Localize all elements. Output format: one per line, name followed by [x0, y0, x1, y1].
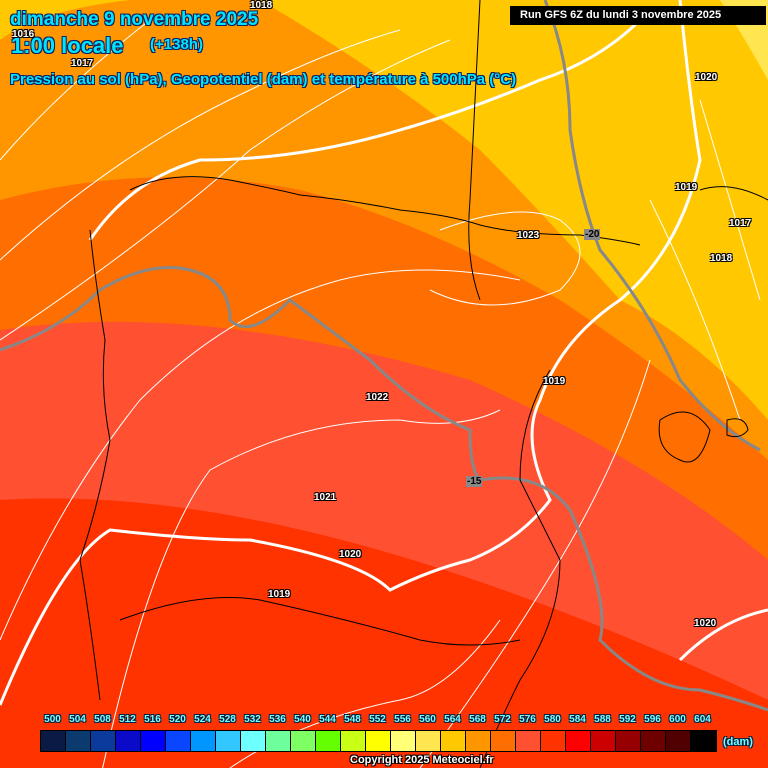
isobar-label: 1019 — [268, 589, 291, 600]
isobar-label: 1019 — [675, 182, 698, 193]
legend-tick-label: 540 — [294, 714, 311, 725]
legend-swatch — [66, 731, 91, 751]
band-580b — [180, 0, 768, 420]
legend-swatch — [316, 731, 341, 751]
legend-tick-label: 544 — [319, 714, 336, 725]
band-576-left — [0, 0, 130, 40]
legend-swatch — [516, 731, 541, 751]
legend-swatch — [491, 731, 516, 751]
legend-swatch — [191, 731, 216, 751]
map-description: Pression au sol (hPa), Geopotentiel (dam… — [10, 71, 517, 88]
forecast-time: 1:00 locale — [11, 33, 124, 58]
run-info-banner: Run GFS 6Z du lundi 3 novembre 2025 — [510, 6, 766, 25]
legend-swatch — [466, 731, 491, 751]
legend-tick-label: 564 — [444, 714, 461, 725]
isobar-label: 1019 — [543, 376, 566, 387]
isobar-label: 1020 — [695, 72, 718, 83]
isobar-label: 1016 — [12, 29, 35, 40]
isobar-label: 1022 — [366, 392, 389, 403]
legend-swatch — [666, 731, 691, 751]
isobar-label: 1021 — [314, 492, 337, 503]
legend-tick-label: 576 — [519, 714, 536, 725]
legend-tick-label: 508 — [94, 714, 111, 725]
copyright: Copyright 2025 Meteociel.fr — [350, 754, 494, 766]
isobar-label: 1020 — [694, 618, 717, 629]
legend-tick-label: 556 — [394, 714, 411, 725]
forecast-date: dimanche 9 novembre 2025 — [10, 9, 259, 30]
legend-tick-label: 560 — [419, 714, 436, 725]
isotherm-label: -20 — [584, 229, 601, 240]
legend-swatch — [441, 731, 466, 751]
legend-swatch — [241, 731, 266, 751]
legend-swatch — [616, 731, 641, 751]
legend-unit: (dam) — [723, 736, 753, 748]
legend-swatch — [366, 731, 391, 751]
legend-swatch — [216, 731, 241, 751]
legend-swatch — [416, 731, 441, 751]
legend-swatch — [291, 731, 316, 751]
isobar-label: 1020 — [339, 549, 362, 560]
legend-tick-label: 604 — [694, 714, 711, 725]
legend-tick-label: 596 — [644, 714, 661, 725]
isobar-label: 1018 — [710, 253, 733, 264]
legend-swatch — [166, 731, 191, 751]
legend-tick-label: 548 — [344, 714, 361, 725]
legend-tick-label: 516 — [144, 714, 161, 725]
isotherm-label: -15 — [466, 476, 483, 487]
lead-time: (+138h) — [150, 36, 203, 53]
legend-tick-label: 520 — [169, 714, 186, 725]
legend-swatch — [391, 731, 416, 751]
isobar-label: 1017 — [729, 218, 752, 229]
legend-tick-label: 524 — [194, 714, 211, 725]
legend-swatch — [116, 731, 141, 751]
isobar-label: 1023 — [517, 230, 540, 241]
legend-swatch — [266, 731, 291, 751]
legend-swatch — [691, 731, 716, 751]
legend-tick-label: 592 — [619, 714, 636, 725]
legend-tick-label: 584 — [569, 714, 586, 725]
legend-swatch — [541, 731, 566, 751]
legend-swatch — [591, 731, 616, 751]
isobar-label: 1018 — [250, 0, 273, 11]
isobar-label: 1017 — [71, 58, 94, 69]
legend-tick-label: 536 — [269, 714, 286, 725]
legend-tick-label: 552 — [369, 714, 386, 725]
legend-tick-label: 568 — [469, 714, 486, 725]
legend-tick-label: 532 — [244, 714, 261, 725]
legend-swatch — [141, 731, 166, 751]
legend-swatch — [566, 731, 591, 751]
legend-tick-label: 600 — [669, 714, 686, 725]
color-legend — [40, 730, 717, 752]
legend-swatch — [91, 731, 116, 751]
legend-tick-label: 500 — [44, 714, 61, 725]
legend-tick-label: 588 — [594, 714, 611, 725]
legend-tick-label: 572 — [494, 714, 511, 725]
legend-swatch — [41, 731, 66, 751]
legend-ticks: 500 504 508 512 516 520 524 528 532 536 540 544 548 5… — [40, 714, 715, 725]
legend-tick-label: 512 — [119, 714, 136, 725]
legend-tick-label: 528 — [219, 714, 236, 725]
legend-swatch — [641, 731, 666, 751]
legend-swatch — [341, 731, 366, 751]
legend-tick-label: 580 — [544, 714, 561, 725]
legend-tick-label: 504 — [69, 714, 86, 725]
